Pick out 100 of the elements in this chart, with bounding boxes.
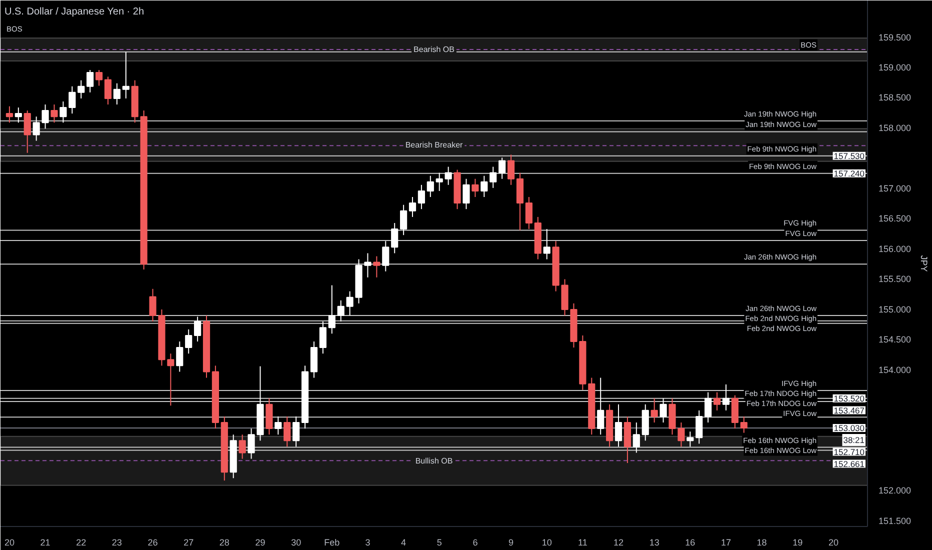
candlestick (337, 300, 344, 322)
annotation: 157.240 (834, 168, 865, 178)
y-tick-label: 155.000 (878, 304, 912, 314)
band-label: Bullish OB (415, 456, 453, 466)
annotation: 153.467 (834, 405, 865, 416)
x-tick-label: 20 (828, 538, 838, 548)
y-tick-label: 159.500 (878, 32, 912, 42)
y-tick-label: 159.000 (878, 62, 912, 73)
candlestick (507, 154, 515, 186)
y-tick-label: 156.500 (878, 214, 912, 224)
y-tick-label: 157.000 (878, 183, 912, 194)
candlestick (113, 82, 120, 105)
candlestick (86, 70, 94, 93)
x-tick-label: 20 (4, 538, 14, 548)
annotation: 157.530 (834, 150, 865, 161)
candlestick (185, 328, 192, 354)
candlestick (696, 410, 703, 444)
x-tick-label: 30 (291, 538, 302, 548)
candlestick (176, 340, 184, 372)
candlestick (686, 431, 694, 448)
candlestick (472, 178, 479, 198)
candlestick (436, 172, 443, 192)
candlestick (722, 384, 730, 411)
candlestick (328, 284, 336, 334)
band-label: Bearish Breaker (405, 140, 464, 150)
x-tick-label: 10 (542, 538, 552, 548)
x-tick-label: 3 (365, 538, 370, 548)
annotation: 153.520 (834, 393, 865, 404)
candlestick (238, 434, 246, 460)
candlestick (400, 204, 408, 236)
candlestick (319, 321, 326, 354)
candlestick (104, 76, 112, 105)
candlestick (194, 316, 202, 342)
x-tick-label: 13 (649, 538, 660, 548)
candlestick (480, 175, 488, 198)
y-tick-label: 156.000 (878, 244, 912, 254)
x-tick-label: 12 (614, 538, 624, 548)
x-tick-label: Feb (324, 538, 340, 548)
candlestick (24, 110, 31, 154)
candlestick (650, 398, 658, 424)
x-tick-label: 6 (472, 538, 478, 548)
candlestick (498, 157, 506, 180)
x-tick-label: 4 (401, 538, 406, 548)
candlestick (122, 51, 130, 99)
y-tick-label: 151.500 (878, 516, 912, 526)
candlestick (6, 106, 13, 124)
candlestick (597, 377, 604, 436)
candlestick (274, 416, 282, 436)
candlestick (68, 86, 76, 114)
annotation: 152.710 (834, 446, 865, 457)
candlestick (614, 404, 622, 448)
candlestick (95, 70, 103, 86)
candlestick (713, 392, 721, 411)
x-tick-label: 29 (255, 538, 266, 548)
x-tick-label: 28 (219, 538, 230, 548)
candlestick (444, 166, 452, 186)
candlestick (284, 416, 291, 448)
candlestick (60, 100, 67, 124)
x-tick-label: 22 (76, 538, 86, 548)
annotation: 153.030 (834, 422, 865, 433)
candlestick (426, 175, 434, 198)
y-tick-label: 154.000 (878, 364, 912, 375)
y-axis-title: JPY (919, 255, 930, 272)
x-tick-label: 16 (685, 538, 696, 548)
candlestick (382, 240, 390, 272)
y-tick-label: 158.000 (878, 122, 912, 133)
x-tick-label: 18 (756, 538, 767, 548)
y-tick-label: 155.500 (878, 274, 912, 284)
candlestick (32, 116, 40, 142)
candlestick (373, 256, 380, 278)
y-tick-label: 152.000 (878, 486, 912, 496)
candlestick (678, 422, 685, 448)
x-tick-label: 27 (184, 538, 194, 548)
candlestick (248, 428, 255, 460)
x-tick-label: 26 (148, 538, 158, 548)
candlestick (418, 184, 426, 210)
candlestick (364, 252, 372, 278)
candlestick (167, 353, 174, 406)
candlestick (78, 80, 85, 99)
y-tick-label: 158.500 (878, 92, 912, 103)
candlestick (704, 392, 712, 424)
x-tick-label: 19 (792, 538, 803, 548)
candlestick (632, 422, 640, 454)
x-tick-label: 11 (578, 538, 588, 548)
x-tick-label: 21 (40, 538, 50, 548)
candlestick (525, 196, 532, 230)
text: U.S. Dollar / Japanese Yen · 2h (4, 6, 144, 18)
candlestick (543, 228, 550, 260)
x-tick-label: 17 (720, 538, 731, 548)
candlestick (42, 104, 49, 130)
candlestick (490, 166, 497, 188)
annotation: 152.661 (834, 458, 865, 469)
annotation: 38:21 (843, 434, 865, 445)
x-tick-label: 23 (112, 538, 122, 548)
candlestick (292, 416, 300, 448)
candlestick (14, 107, 22, 124)
x-tick-label: 5 (436, 538, 442, 548)
candlestick (391, 222, 398, 254)
x-tick-label: 9 (508, 538, 514, 548)
candlestick (408, 196, 416, 218)
